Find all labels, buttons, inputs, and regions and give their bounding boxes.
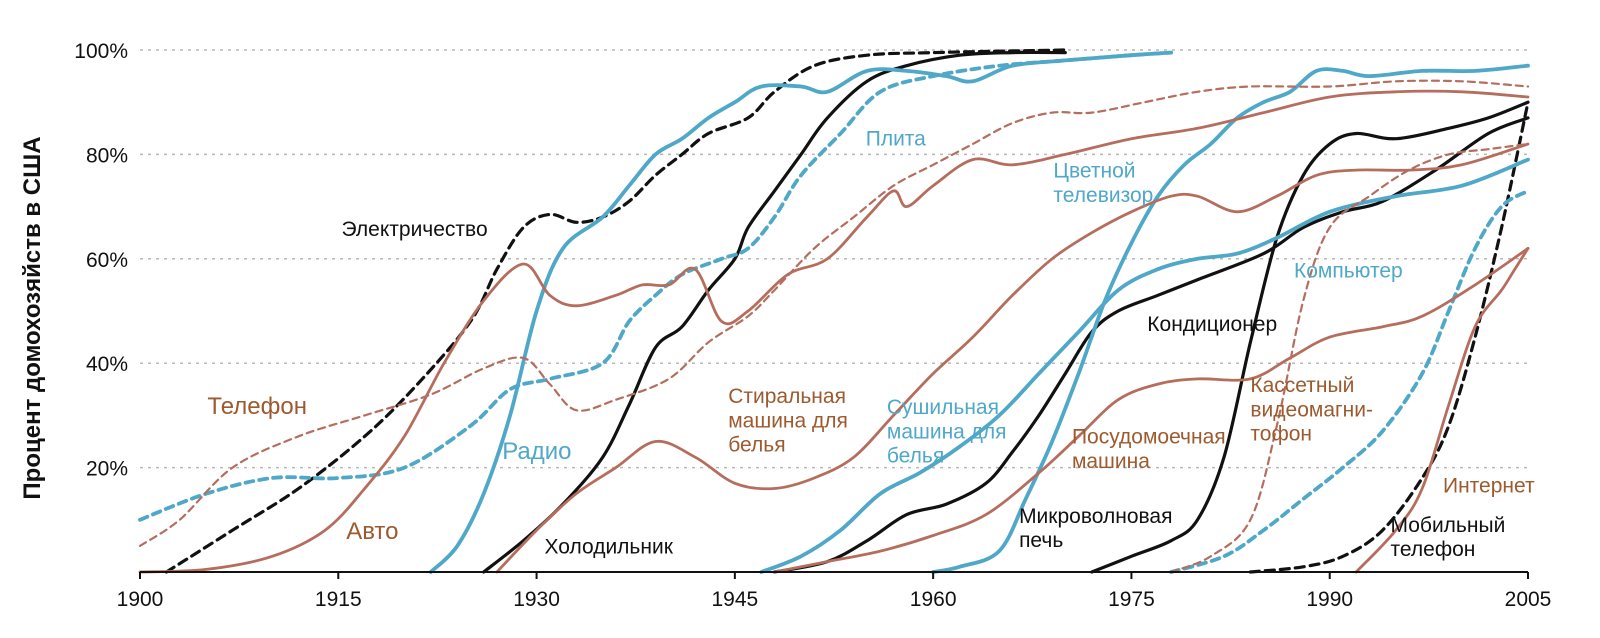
y-tick-label: 40% xyxy=(86,353,128,376)
series-label: белья xyxy=(887,444,944,467)
series-label: Кассетный xyxy=(1250,374,1354,397)
series-line-цветной-телевизор xyxy=(931,63,1530,574)
series-label: Мобильный xyxy=(1391,514,1506,537)
x-tick-label: 1990 xyxy=(1306,588,1353,611)
series-label: машина для xyxy=(728,409,848,432)
series-label: Компьютер xyxy=(1294,260,1403,283)
series-label: белья xyxy=(728,433,785,456)
series-label: Кондиционер xyxy=(1147,313,1277,336)
series-label: Сушильная xyxy=(887,396,999,419)
axes: 20% 40% 60% 80% 100% 1900 1915 1930 1945 1960 1975… xyxy=(74,40,1551,611)
series-label: Цветной xyxy=(1053,159,1135,182)
series-line-радио xyxy=(428,50,1173,574)
y-tick-label: 60% xyxy=(86,249,128,272)
x-tick-label: 1930 xyxy=(513,588,560,611)
series-label: машина для xyxy=(887,420,1007,443)
x-tick-label: 1975 xyxy=(1108,588,1155,611)
series-label: Плита xyxy=(866,128,926,151)
series-line-стиральная-машина-для-белья xyxy=(495,142,1530,574)
series-line-кондиционер xyxy=(772,116,1530,574)
x-tick-label: 1915 xyxy=(315,588,362,611)
y-tick-label: 20% xyxy=(86,458,128,481)
series-line-электричество xyxy=(164,48,1067,574)
series-line-интернет xyxy=(1354,247,1530,574)
series-line-компьютер xyxy=(1169,189,1530,574)
series-label: Холодильник xyxy=(545,536,674,559)
series-label: Авто xyxy=(346,518,398,545)
series-line-мобильный-телефон xyxy=(1248,100,1530,574)
series-line-сушильная-машина-для-белья xyxy=(759,157,1530,574)
series-label: тофон xyxy=(1250,422,1312,445)
series-label: Микроволновая xyxy=(1019,505,1172,528)
series-label: Телефон xyxy=(207,393,307,420)
series-line-микроволновая-печь xyxy=(1090,100,1530,574)
series-line-холодильник xyxy=(482,50,1067,574)
x-tick-label: 1900 xyxy=(117,588,164,611)
series-lines xyxy=(138,48,1530,574)
series-label: телевизор xyxy=(1053,184,1153,207)
x-tick-label: 1945 xyxy=(711,588,758,611)
y-tick-label: 80% xyxy=(86,144,128,167)
series-label: машина xyxy=(1072,450,1150,473)
series-label: Радио xyxy=(502,438,571,465)
x-tick-label: 2005 xyxy=(1505,588,1552,611)
series-label: печь xyxy=(1019,529,1063,552)
series-labels: Электричество Холодильник Кондиционер Микро… xyxy=(207,128,1535,561)
series-line-телефон xyxy=(138,79,1530,547)
y-tick-label: 100% xyxy=(74,40,128,63)
series-label: видеомагни- xyxy=(1250,398,1373,421)
series-label: Стиральная xyxy=(728,385,846,408)
series-label: Интернет xyxy=(1443,475,1535,498)
series-line-кассетный-видеомагнитофон xyxy=(1170,142,1530,574)
series-label: Электричество xyxy=(342,218,488,241)
series-label: Посудомоечная xyxy=(1072,426,1226,449)
y-axis-label: Процент домохозяйств в США xyxy=(19,136,46,499)
series-line-авто xyxy=(138,89,1530,574)
series-label: телефон xyxy=(1391,538,1476,561)
series-line-посудомоечная-машина xyxy=(773,247,1530,574)
x-tick-label: 1960 xyxy=(910,588,957,611)
